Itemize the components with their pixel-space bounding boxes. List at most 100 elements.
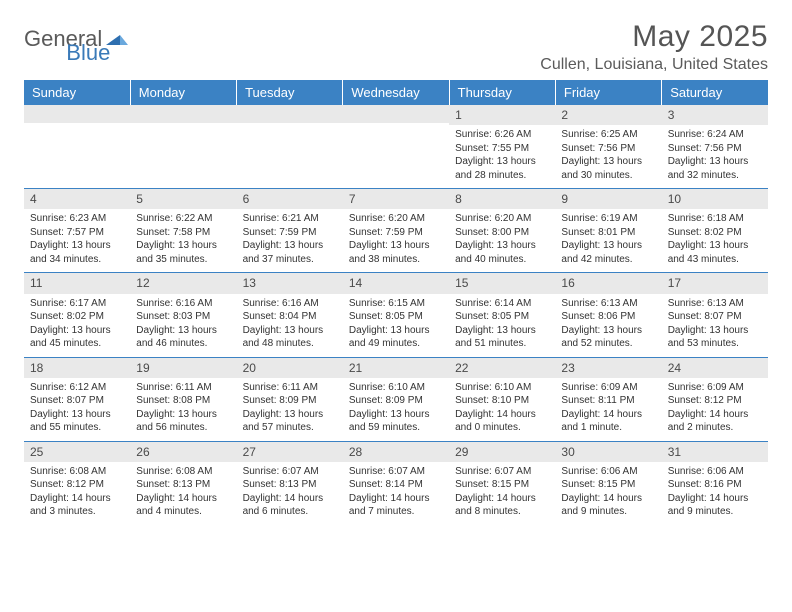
sunset-text: Sunset: 8:01 PM bbox=[561, 226, 655, 240]
sunrise-text: Sunrise: 6:21 AM bbox=[243, 212, 337, 226]
day-number: 30 bbox=[555, 442, 661, 462]
calendar-day-cell: 13Sunrise: 6:16 AMSunset: 8:04 PMDayligh… bbox=[237, 273, 343, 357]
brand-name-part2: Blue bbox=[66, 40, 110, 66]
day-number: 29 bbox=[449, 442, 555, 462]
daylight-text: Daylight: 13 hours and 43 minutes. bbox=[668, 239, 762, 266]
sunrise-text: Sunrise: 6:13 AM bbox=[561, 297, 655, 311]
sunset-text: Sunset: 7:59 PM bbox=[243, 226, 337, 240]
day-number: 8 bbox=[449, 189, 555, 209]
sunset-text: Sunset: 8:12 PM bbox=[668, 394, 762, 408]
day-number: 9 bbox=[555, 189, 661, 209]
sunset-text: Sunset: 8:05 PM bbox=[455, 310, 549, 324]
sunrise-text: Sunrise: 6:10 AM bbox=[455, 381, 549, 395]
day-number: 18 bbox=[24, 358, 130, 378]
calendar-week-row: 25Sunrise: 6:08 AMSunset: 8:12 PMDayligh… bbox=[24, 441, 768, 525]
day-number: 17 bbox=[662, 273, 768, 293]
calendar-day-cell bbox=[130, 105, 236, 189]
daylight-text: Daylight: 13 hours and 51 minutes. bbox=[455, 324, 549, 351]
calendar-body: 1Sunrise: 6:26 AMSunset: 7:55 PMDaylight… bbox=[24, 105, 768, 525]
sunset-text: Sunset: 7:56 PM bbox=[561, 142, 655, 156]
calendar-day-cell: 20Sunrise: 6:11 AMSunset: 8:09 PMDayligh… bbox=[237, 357, 343, 441]
daylight-text: Daylight: 14 hours and 6 minutes. bbox=[243, 492, 337, 519]
calendar-day-cell: 2 Sunrise: 6:25 AMSunset: 7:56 PMDaylight… bbox=[555, 105, 661, 189]
sunrise-text: Sunrise: 6:25 AM bbox=[561, 128, 655, 142]
calendar-day-cell: 1 Sunrise: 6:26 AMSunset: 7:55 PMDaylight… bbox=[449, 105, 555, 189]
day-number: 27 bbox=[237, 442, 343, 462]
daylight-text: Daylight: 14 hours and 3 minutes. bbox=[30, 492, 124, 519]
sunset-text: Sunset: 7:55 PM bbox=[455, 142, 549, 156]
title-block: May 2025 Cullen, Louisiana, United State… bbox=[540, 20, 768, 74]
daylight-text: Daylight: 13 hours and 42 minutes. bbox=[561, 239, 655, 266]
day-header: Monday bbox=[130, 80, 236, 105]
calendar-day-cell: 15 Sunrise: 6:14 AMSunset: 8:05 PMDayligh… bbox=[449, 273, 555, 357]
calendar-day-cell: 26Sunrise: 6:08 AMSunset: 8:13 PMDayligh… bbox=[130, 441, 236, 525]
calendar-day-cell bbox=[343, 105, 449, 189]
day-number-bar bbox=[24, 105, 130, 123]
calendar-day-cell: 4Sunrise: 6:23 AMSunset: 7:57 PMDaylight… bbox=[24, 189, 130, 273]
calendar-day-cell: 27 Sunrise: 6:07 AMSunset: 8:13 PMDayligh… bbox=[237, 441, 343, 525]
sunset-text: Sunset: 8:04 PM bbox=[243, 310, 337, 324]
day-number: 13 bbox=[237, 273, 343, 293]
day-number: 12 bbox=[130, 273, 236, 293]
sunset-text: Sunset: 7:58 PM bbox=[136, 226, 230, 240]
calendar-day-cell: 11Sunrise: 6:17 AMSunset: 8:02 PMDayligh… bbox=[24, 273, 130, 357]
day-header: Friday bbox=[555, 80, 661, 105]
calendar-day-cell: 18Sunrise: 6:12 AMSunset: 8:07 PMDayligh… bbox=[24, 357, 130, 441]
sunset-text: Sunset: 8:12 PM bbox=[30, 478, 124, 492]
day-number: 26 bbox=[130, 442, 236, 462]
sunset-text: Sunset: 8:07 PM bbox=[668, 310, 762, 324]
calendar-day-cell: 14Sunrise: 6:15 AMSunset: 8:05 PMDayligh… bbox=[343, 273, 449, 357]
sunrise-text: Sunrise: 6:26 AM bbox=[455, 128, 549, 142]
sunset-text: Sunset: 8:07 PM bbox=[30, 394, 124, 408]
sunset-text: Sunset: 8:03 PM bbox=[136, 310, 230, 324]
daylight-text: Daylight: 13 hours and 28 minutes. bbox=[455, 155, 549, 182]
brand-logo: General Blue bbox=[24, 20, 174, 52]
calendar-week-row: 1Sunrise: 6:26 AMSunset: 7:55 PMDaylight… bbox=[24, 105, 768, 189]
sunrise-text: Sunrise: 6:07 AM bbox=[243, 465, 337, 479]
day-number: 24 bbox=[662, 358, 768, 378]
sunset-text: Sunset: 8:10 PM bbox=[455, 394, 549, 408]
daylight-text: Daylight: 13 hours and 32 minutes. bbox=[668, 155, 762, 182]
sunset-text: Sunset: 8:13 PM bbox=[136, 478, 230, 492]
sunrise-text: Sunrise: 6:23 AM bbox=[30, 212, 124, 226]
sunrise-text: Sunrise: 6:22 AM bbox=[136, 212, 230, 226]
daylight-text: Daylight: 13 hours and 37 minutes. bbox=[243, 239, 337, 266]
sunrise-text: Sunrise: 6:19 AM bbox=[561, 212, 655, 226]
calendar-day-cell: 23Sunrise: 6:09 AMSunset: 8:11 PMDayligh… bbox=[555, 357, 661, 441]
day-header: Sunday bbox=[24, 80, 130, 105]
day-number: 7 bbox=[343, 189, 449, 209]
day-number: 15 bbox=[449, 273, 555, 293]
sunrise-text: Sunrise: 6:09 AM bbox=[668, 381, 762, 395]
calendar-day-cell: 25Sunrise: 6:08 AMSunset: 8:12 PMDayligh… bbox=[24, 441, 130, 525]
sunrise-text: Sunrise: 6:15 AM bbox=[349, 297, 443, 311]
daylight-text: Daylight: 14 hours and 1 minute. bbox=[561, 408, 655, 435]
sunset-text: Sunset: 8:14 PM bbox=[349, 478, 443, 492]
sunrise-text: Sunrise: 6:20 AM bbox=[455, 212, 549, 226]
sunrise-text: Sunrise: 6:17 AM bbox=[30, 297, 124, 311]
calendar-day-cell: 29Sunrise: 6:07 AMSunset: 8:15 PMDayligh… bbox=[449, 441, 555, 525]
sunrise-text: Sunrise: 6:11 AM bbox=[243, 381, 337, 395]
sunrise-text: Sunrise: 6:14 AM bbox=[455, 297, 549, 311]
sunset-text: Sunset: 8:02 PM bbox=[668, 226, 762, 240]
day-number: 21 bbox=[343, 358, 449, 378]
day-number: 2 bbox=[555, 105, 661, 125]
sunset-text: Sunset: 8:08 PM bbox=[136, 394, 230, 408]
sunrise-text: Sunrise: 6:16 AM bbox=[243, 297, 337, 311]
day-number: 1 bbox=[449, 105, 555, 125]
calendar-day-cell: 24Sunrise: 6:09 AMSunset: 8:12 PMDayligh… bbox=[662, 357, 768, 441]
sunrise-text: Sunrise: 6:08 AM bbox=[30, 465, 124, 479]
daylight-text: Daylight: 13 hours and 30 minutes. bbox=[561, 155, 655, 182]
calendar-day-cell: 28Sunrise: 6:07 AMSunset: 8:14 PMDayligh… bbox=[343, 441, 449, 525]
page-header: General Blue May 2025 Cullen, Louisiana,… bbox=[24, 20, 768, 74]
day-number: 23 bbox=[555, 358, 661, 378]
calendar-week-row: 4Sunrise: 6:23 AMSunset: 7:57 PMDaylight… bbox=[24, 189, 768, 273]
daylight-text: Daylight: 13 hours and 38 minutes. bbox=[349, 239, 443, 266]
day-number: 4 bbox=[24, 189, 130, 209]
daylight-text: Daylight: 13 hours and 52 minutes. bbox=[561, 324, 655, 351]
sunset-text: Sunset: 8:16 PM bbox=[668, 478, 762, 492]
calendar-day-cell: 22Sunrise: 6:10 AMSunset: 8:10 PMDayligh… bbox=[449, 357, 555, 441]
calendar-day-cell bbox=[24, 105, 130, 189]
day-number: 14 bbox=[343, 273, 449, 293]
sunset-text: Sunset: 8:13 PM bbox=[243, 478, 337, 492]
sunset-text: Sunset: 8:02 PM bbox=[30, 310, 124, 324]
